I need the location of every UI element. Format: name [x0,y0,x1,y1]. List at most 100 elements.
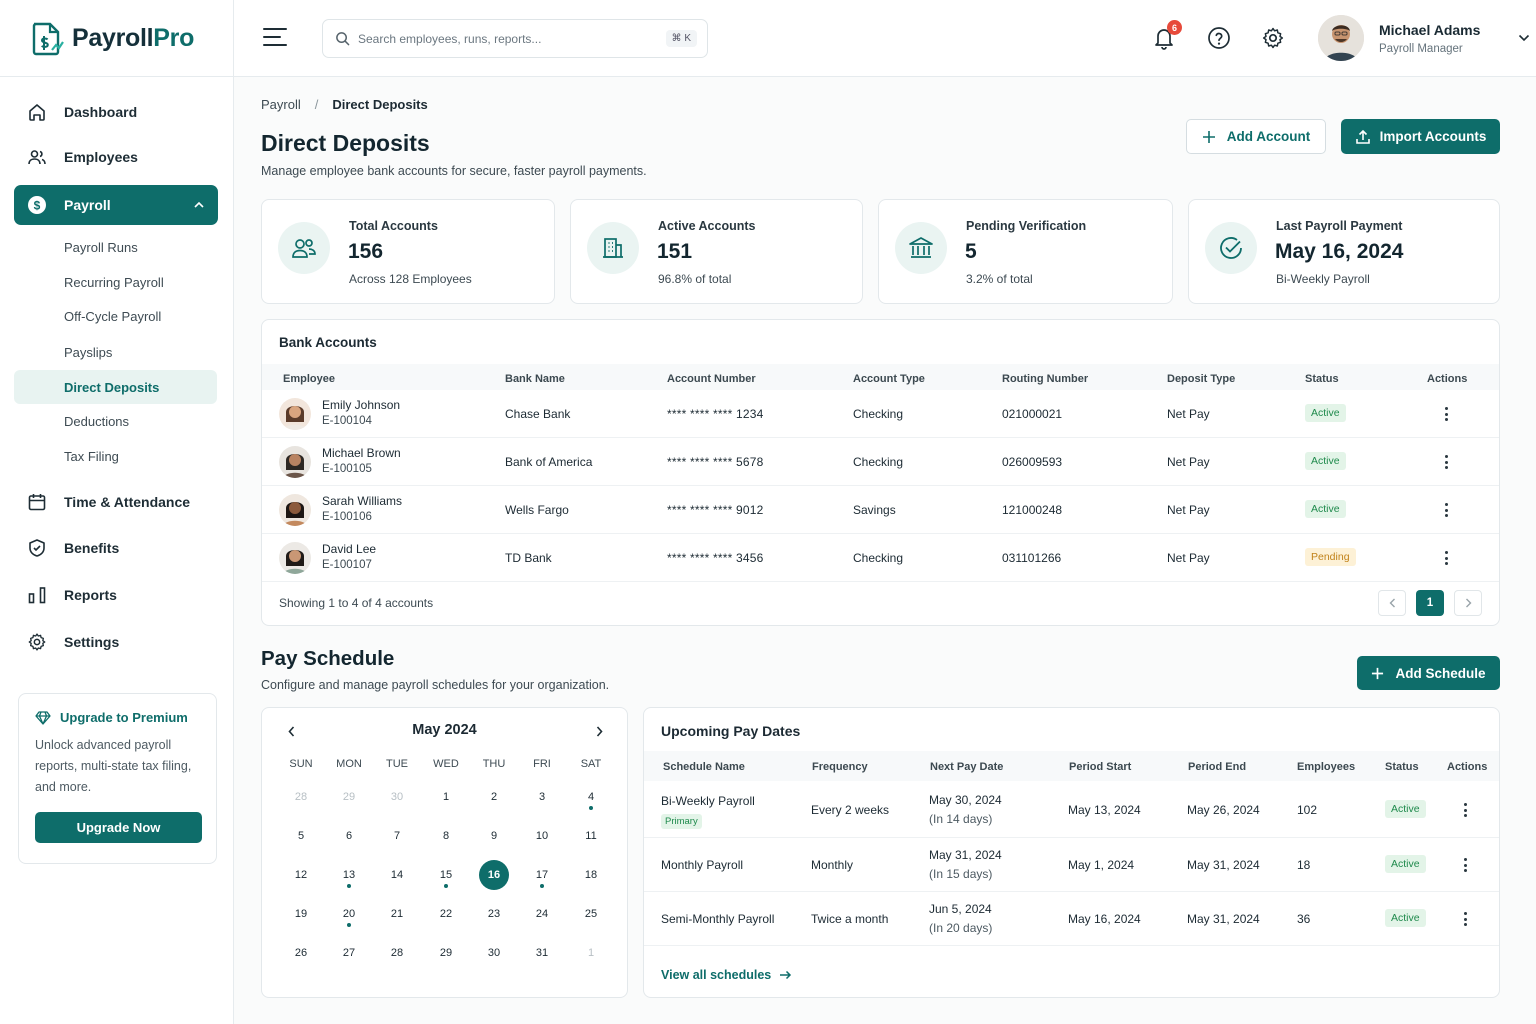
calendar-day[interactable]: 30 [487,947,501,959]
employee-name: Sarah Williams [322,494,403,508]
row-actions-menu[interactable] [1457,856,1473,874]
sidebar-item-benefits[interactable]: Benefits [14,528,218,568]
row-actions-menu[interactable] [1457,801,1473,819]
column-header: Account Number [667,373,756,385]
settings-button[interactable] [1260,25,1286,51]
sidebar-item-time-attendance[interactable]: Time & Attendance [14,482,218,522]
help-button[interactable] [1206,25,1232,51]
view-all-schedules-link[interactable]: View all schedules [661,968,792,982]
stat-sub: 3.2% of total [966,272,1033,286]
logo[interactable]: PayrollPro [0,0,234,77]
calendar-day[interactable]: 16 [479,860,509,890]
sidebar-subitem-deductions[interactable]: Deductions [64,413,130,429]
calendar-day[interactable]: 30 [390,791,404,803]
sidebar-item-dashboard[interactable]: Dashboard [14,92,218,132]
calendar-day[interactable]: 14 [390,869,404,881]
shield-icon [27,538,47,558]
next-page-button[interactable] [1454,590,1482,616]
sidebar-item-label: Payroll [64,197,111,213]
calendar-day[interactable]: 18 [584,869,598,881]
row-actions-menu[interactable] [1438,549,1454,567]
import-accounts-button[interactable]: Import Accounts [1341,119,1500,154]
row-actions-menu[interactable] [1438,405,1454,423]
calendar-prev-month[interactable] [284,724,298,738]
calendar-day[interactable]: 17 [535,869,549,881]
sidebar-subitem-off-cycle-payroll[interactable]: Off-Cycle Payroll [64,308,162,324]
calendar-day[interactable]: 5 [297,830,305,842]
chevron-right-icon [596,725,603,737]
promo-text: Unlock advanced payroll reports, multi-s… [35,738,192,794]
calendar-day[interactable]: 9 [490,830,498,842]
calendar-day[interactable]: 3 [538,791,546,803]
calendar-day[interactable]: 29 [342,791,356,803]
row-actions-menu[interactable] [1438,453,1454,471]
calendar-day[interactable]: 11 [585,830,597,842]
search-bar[interactable]: ⌘ K [322,19,708,58]
sidebar-item-reports[interactable]: Reports [14,575,218,615]
weekday-label: FRI [533,758,551,770]
routing-number: 026009593 [1002,455,1063,469]
calendar-day[interactable]: 31 [535,947,549,959]
user-menu[interactable]: Michael Adams Payroll Manager [1318,15,1530,61]
calendar-day[interactable]: 28 [294,791,308,803]
calendar-day[interactable]: 7 [393,830,401,842]
calendar-day[interactable]: 21 [390,908,404,920]
calendar-day[interactable]: 20 [342,908,356,920]
calendar-day[interactable]: 29 [439,947,453,959]
calendar-day[interactable]: 1 [587,947,595,959]
sidebar-item-payroll[interactable]: $ Payroll [14,185,218,225]
calendar-day[interactable]: 2 [490,791,498,803]
upgrade-now-button[interactable]: Upgrade Now [35,812,202,843]
add-account-button[interactable]: Add Account [1186,119,1326,154]
sidebar-item-settings[interactable]: Settings [14,622,218,662]
sidebar-subitem-payslips[interactable]: Payslips [64,344,113,360]
row-actions-menu[interactable] [1438,501,1454,519]
calendar-day[interactable]: 22 [439,908,453,920]
calendar-day[interactable]: 6 [345,830,353,842]
menu-toggle-icon[interactable] [262,26,288,50]
deposit-type: Net Pay [1167,407,1210,421]
stat-sub: Across 128 Employees [349,272,472,286]
top-bar [0,0,1536,77]
account-type: Savings [853,503,896,517]
breadcrumb-payroll-link[interactable]: Payroll [261,97,301,112]
add-schedule-button[interactable]: Add Schedule [1357,656,1500,690]
bank-name: Chase Bank [505,407,571,421]
calendar-event-dot [444,884,448,888]
calendar-day[interactable]: 23 [487,908,501,920]
calendar-day[interactable]: 24 [535,908,549,920]
next-pay-countdown: (In 20 days) [929,921,993,935]
deposit-type: Net Pay [1167,455,1210,469]
stat-value: 156 [348,240,384,263]
notifications-button[interactable]: 6 [1151,20,1182,51]
sidebar-subitem-tax-filing[interactable]: Tax Filing [64,448,119,464]
calendar-day[interactable]: 8 [442,830,450,842]
calendar-day[interactable]: 25 [584,908,598,920]
row-actions-menu[interactable] [1457,910,1473,928]
weekday-label: TUE [386,758,408,770]
employee-count: 102 [1297,803,1318,817]
prev-page-button[interactable] [1378,590,1406,616]
calendar-day[interactable]: 19 [294,908,308,920]
sidebar-subitem-payroll-runs[interactable]: Payroll Runs [64,239,138,255]
calendar-day[interactable]: 27 [342,947,356,959]
calendar-day[interactable]: 28 [390,947,404,959]
sidebar-item-employees[interactable]: Employees [14,137,218,177]
page-button-1[interactable]: 1 [1416,590,1444,616]
gear-icon [1262,27,1284,49]
calendar-next-month[interactable] [592,724,606,738]
column-header: Routing Number [1002,373,1089,385]
calendar-day[interactable]: 1 [442,791,450,803]
table-row: Semi-Monthly Payroll Twice a month Jun 5, … [644,892,1499,946]
calendar-day[interactable]: 10 [535,830,549,842]
search-input[interactable] [358,31,666,46]
weekday-label: THU [482,758,506,770]
calendar-day[interactable]: 15 [439,869,453,881]
account-number: **** **** **** 9012 [667,503,764,517]
calendar-day[interactable]: 12 [294,869,308,881]
calendar-day[interactable]: 4 [587,791,595,803]
sidebar-subitem-recurring-payroll[interactable]: Recurring Payroll [64,274,164,290]
calendar-day[interactable]: 13 [342,869,356,881]
calendar-day[interactable]: 26 [294,947,308,959]
sidebar-subitem-direct-deposits[interactable]: Direct Deposits [14,370,217,404]
